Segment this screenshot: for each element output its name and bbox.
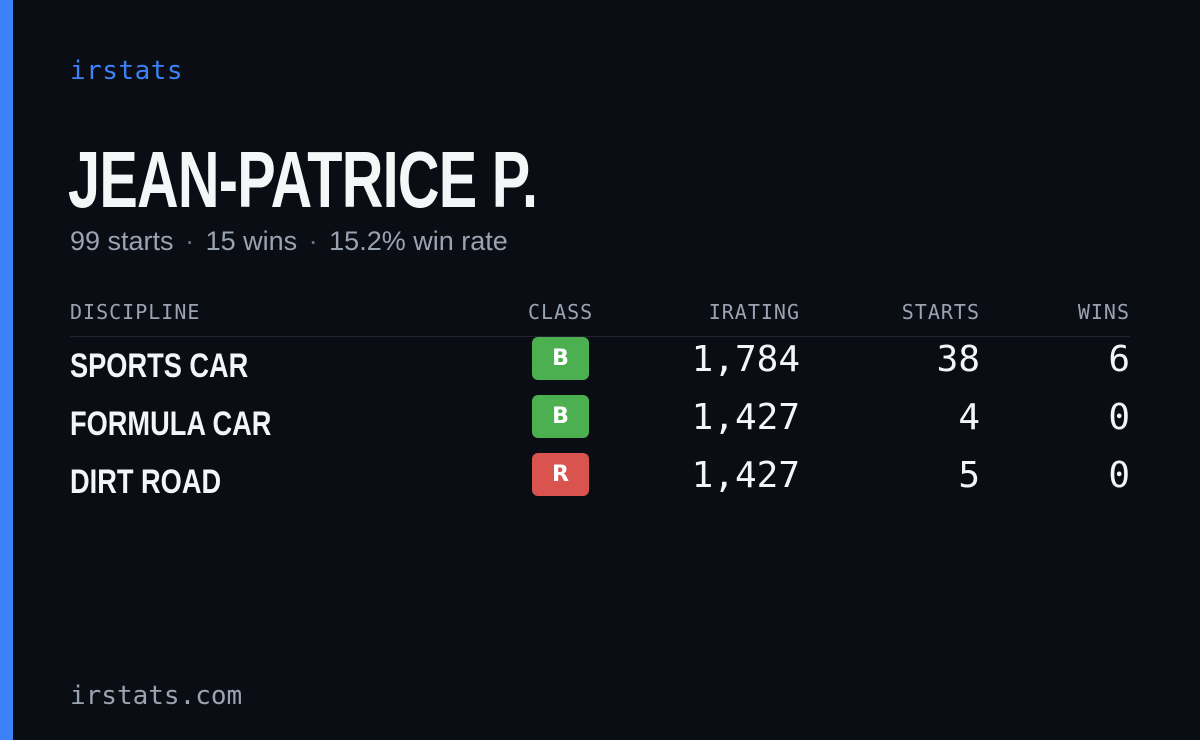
- summary-separator: ·: [308, 226, 318, 256]
- header-wins: WINS: [1077, 300, 1130, 324]
- accent-bar: [0, 0, 13, 740]
- irating-value: 1,784: [691, 339, 800, 380]
- summary-wins: 15 wins: [205, 226, 298, 256]
- footer-site-link[interactable]: irstats.com: [70, 681, 243, 711]
- header-discipline: DISCIPLINE: [70, 300, 201, 324]
- table-row: DIRT ROAD R 1,427 5 0: [70, 453, 1130, 511]
- summary-separator: ·: [185, 226, 195, 256]
- header-starts: STARTS: [901, 300, 980, 324]
- table-header: DISCIPLINE CLASS IRATING STARTS WINS: [70, 296, 1130, 337]
- brand-logo: irstats: [70, 56, 184, 86]
- starts-value: 38: [936, 339, 980, 380]
- irating-value: 1,427: [691, 455, 800, 496]
- table-row: SPORTS CAR B 1,784 38 6: [70, 337, 1130, 395]
- irating-value: 1,427: [691, 397, 800, 438]
- header-irating: IRATING: [708, 300, 800, 324]
- class-badge: R: [532, 453, 589, 496]
- summary-starts: 99 starts: [70, 226, 174, 256]
- driver-summary: 99 starts · 15 wins · 15.2% win rate: [70, 226, 508, 257]
- starts-value: 5: [958, 455, 980, 496]
- discipline-name: SPORTS CAR: [70, 347, 249, 385]
- discipline-name: DIRT ROAD: [70, 463, 222, 501]
- class-badge: B: [532, 337, 589, 380]
- discipline-table: DISCIPLINE CLASS IRATING STARTS WINS SPO…: [70, 296, 1130, 511]
- driver-name: JEAN-PATRICE P.: [68, 135, 538, 224]
- discipline-name: FORMULA CAR: [70, 405, 272, 443]
- wins-value: 0: [1108, 397, 1130, 438]
- starts-value: 4: [958, 397, 980, 438]
- class-badge: B: [532, 395, 589, 438]
- wins-value: 0: [1108, 455, 1130, 496]
- summary-win-rate: 15.2% win rate: [329, 226, 508, 256]
- header-class: CLASS: [528, 300, 594, 324]
- table-row: FORMULA CAR B 1,427 4 0: [70, 395, 1130, 453]
- wins-value: 6: [1108, 339, 1130, 380]
